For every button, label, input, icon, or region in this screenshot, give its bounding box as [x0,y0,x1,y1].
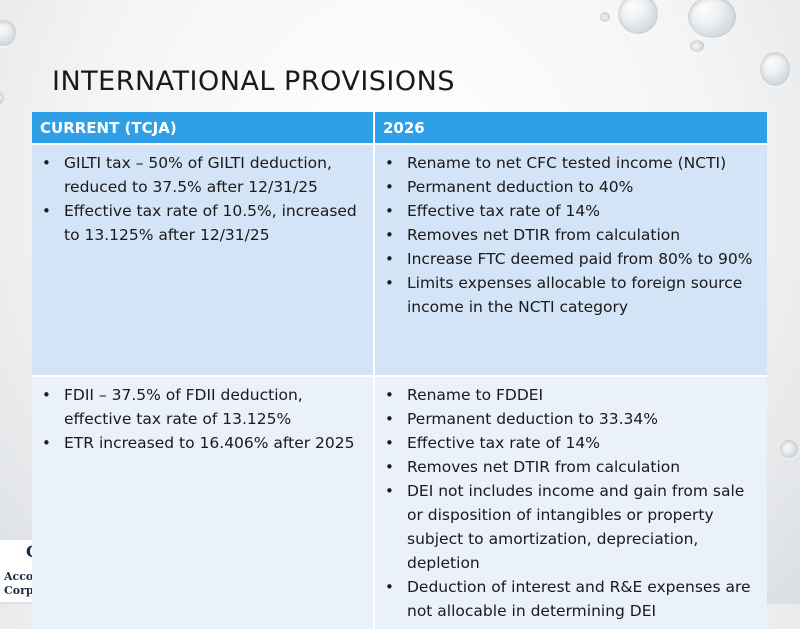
water-drop-decoration [690,40,704,52]
bullet-item: Effective tax rate of 14% [381,199,759,223]
column-header-2026: 2026 [374,112,767,144]
bullet-item: DEI not includes income and gain from sa… [381,479,759,575]
table-row: GILTI tax – 50% of GILTI deduction, redu… [32,143,767,376]
water-drop-decoration [760,52,790,86]
water-drop-decoration [780,440,798,458]
water-drop-decoration [0,92,4,104]
table-row: FDII – 37.5% of FDII deduction, effectiv… [32,375,767,629]
bullet-item: Deduction of interest and R&E expenses a… [381,575,759,623]
bullet-item: Rename to FDDEI [381,383,759,407]
bullet-item: FDII – 37.5% of FDII deduction, effectiv… [38,383,365,431]
water-drop-decoration [0,20,16,46]
bullet-item: Permanent deduction to 33.34% [381,407,759,431]
current-cell: FDII – 37.5% of FDII deduction, effectiv… [32,375,375,629]
slide-title: INTERNATIONAL PROVISIONS [52,66,455,97]
bullet-item: Permanent deduction to 40% [381,175,759,199]
logo-text-line1: Acco [4,570,34,583]
bullet-item: Increase FTC deemed paid from 80% to 90% [381,247,759,271]
column-header-current: CURRENT (TCJA) [32,112,375,144]
provisions-table: CURRENT (TCJA) 2026 GILTI tax – 50% of G… [32,112,767,629]
water-drop-decoration [618,0,658,34]
bullet-item: Removes net DTIR from calculation [381,223,759,247]
future-cell: Rename to FDDEI Permanent deduction to 3… [374,375,767,629]
bullet-item: ETR increased to 16.406% after 2025 [38,431,365,455]
water-drop-decoration [600,12,610,22]
current-cell: GILTI tax – 50% of GILTI deduction, redu… [32,143,375,376]
water-drop-decoration [688,0,736,38]
bullet-item: GILTI tax – 50% of GILTI deduction, redu… [38,151,365,199]
bullet-item: Limits expenses allocable to foreign sou… [381,271,759,319]
bullet-item: Effective tax rate of 14% [381,431,759,455]
future-cell: Rename to net CFC tested income (NCTI) P… [374,143,767,376]
bullet-item: Removes net DTIR from calculation [381,455,759,479]
bullet-item: Effective tax rate of 10.5%, increased t… [38,199,365,247]
bullet-item: Rename to net CFC tested income (NCTI) [381,151,759,175]
